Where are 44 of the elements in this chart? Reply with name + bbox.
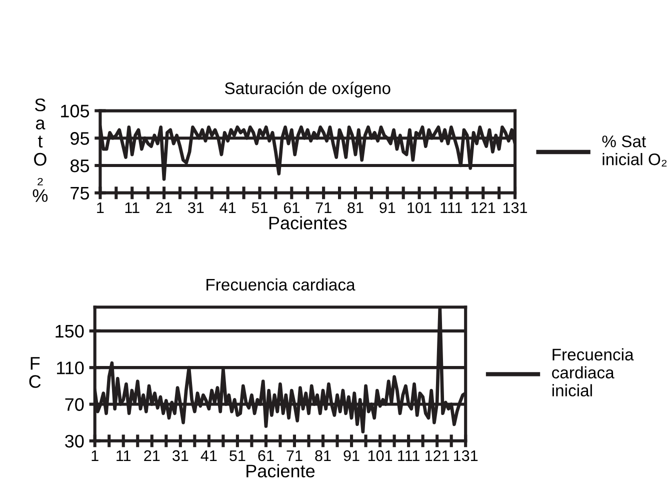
x-tick-label: 101 [368, 450, 392, 462]
x-tick-label: 91 [344, 450, 360, 462]
x-tick-label: 31 [172, 450, 188, 462]
x-tick-label: 71 [316, 202, 332, 213]
x-tick-label: 51 [230, 450, 246, 462]
y-tick-label: 85 [70, 159, 90, 172]
chart-title: Saturación de oxígeno [224, 82, 390, 98]
x-tick-label: 111 [440, 202, 462, 213]
legend-label: Frecuencia cardiaca inicial [552, 348, 634, 396]
x-tick-label: 41 [200, 450, 217, 461]
y-tick-label: 75 [70, 187, 90, 200]
legend-label: % Sat inicial O₂ [602, 136, 667, 167]
x-tick-label: 1 [92, 450, 98, 461]
x-tick-label: 101 [408, 202, 432, 214]
y-tick-label: 110 [57, 362, 84, 374]
y-tick-label: 150 [56, 324, 84, 338]
x-tick-label: 31 [188, 202, 204, 214]
x-axis-title: Pacientes [269, 216, 347, 230]
x-tick-label: 71 [286, 450, 302, 461]
x-tick-label: 61 [258, 450, 274, 462]
x-tick-label: 131 [454, 450, 478, 462]
x-tick-label: 1 [97, 202, 104, 213]
x-tick-label: 111 [398, 450, 420, 461]
y-axis-title: F C [29, 357, 41, 388]
x-tick-label: 81 [315, 450, 331, 462]
x-tick-label: 11 [125, 202, 140, 213]
x-tick-label: 61 [284, 202, 300, 214]
y-tick-label: 30 [65, 434, 84, 448]
x-tick-label: 21 [156, 202, 172, 213]
x-tick-label: 121 [426, 450, 450, 461]
y-tick-label: 70 [65, 398, 84, 411]
x-tick-label: 131 [503, 202, 528, 214]
y-tick-label: 105 [61, 104, 90, 118]
y-axis-title: Sat O₂ % [32, 98, 48, 202]
y-tick-label: 95 [70, 132, 90, 145]
x-tick-label: 81 [348, 202, 364, 214]
x-tick-label: 21 [144, 450, 160, 461]
x-tick-label: 11 [116, 450, 131, 461]
x-tick-label: 51 [252, 202, 268, 214]
x-axis-title: Paciente [246, 464, 315, 478]
chart-title: Frecuencia cardiaca [206, 278, 356, 291]
x-tick-label: 91 [380, 202, 396, 214]
x-tick-label: 41 [220, 202, 236, 213]
x-tick-label: 121 [472, 202, 496, 213]
